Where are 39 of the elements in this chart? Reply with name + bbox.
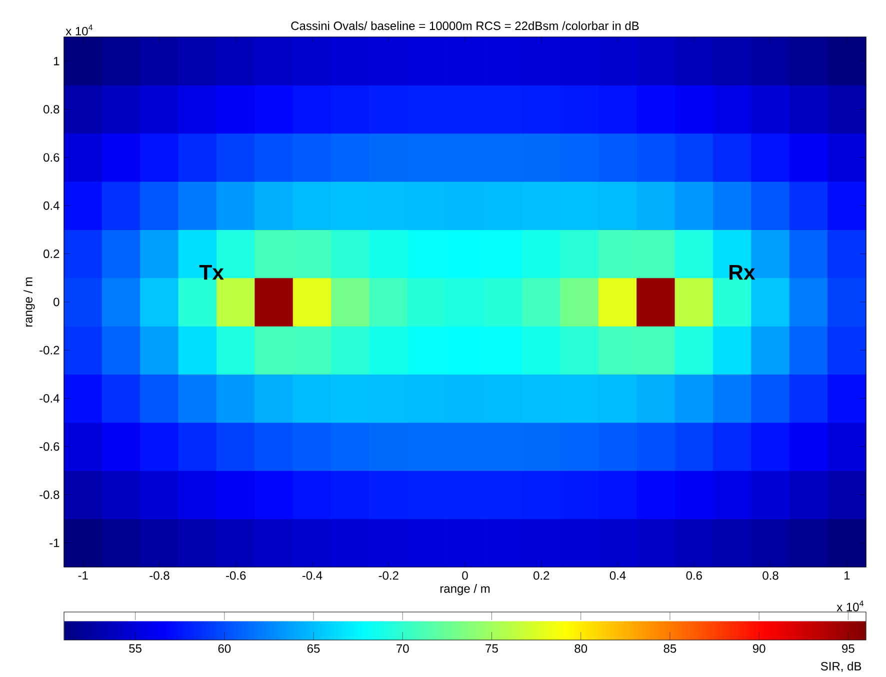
x-tick-label: -0.2 [378,571,398,580]
color-bar-label: 85 [664,644,676,653]
x-tick-label: -0.8 [150,571,170,580]
x-axis-title: range / m [440,584,490,596]
text: x 10$^{4}$ [66,24,93,36]
y-tick-label: 1 [54,56,60,66]
text: x 10$^{4}$ [836,600,864,612]
y-tick-label: 0.4 [44,201,60,210]
color-bar-label: 60 [218,644,231,653]
x-tick-label: 0.6 [686,571,702,580]
y-tick-label: -0.6 [40,442,60,451]
y-tick-label: -0.2 [40,346,60,354]
x-tick-label: 0.8 [762,571,778,580]
y-tick-label: 0.2 [44,250,60,258]
y-tick-label: 0.6 [44,153,60,162]
color-bar-label: 65 [307,644,320,653]
y-axis-title: range / m [24,277,35,327]
y-tick-label: -0.4 [40,394,60,403]
x-tick-label: 0.4 [610,571,626,580]
x-tick-label: -1 [78,571,88,580]
y-tick-label: -0.8 [40,490,60,499]
annotation: Rx [729,264,756,280]
color-bar-label: 95 [842,644,854,653]
x-tick-label: -0.4 [302,571,322,580]
color-bar-label: 70 [396,644,409,653]
x-tick-label: -0.6 [226,571,246,580]
y-tick-label: -1 [50,538,60,548]
chart-title: Cassini Ovals/ baseline = 10000m RCS = 22dBsm /colorbar in dB [291,21,639,30]
y-tick-label: 0 [54,298,60,306]
color-bar-label: 90 [752,644,766,653]
x-tick-label: 1 [844,571,850,580]
color-bar-label: 55 [129,644,142,653]
color-bar-title: SIR, dB [820,662,862,672]
y-tick-label: 0.8 [44,105,60,114]
color-bar-label: 80 [574,644,588,653]
annotation: Tx [199,264,224,280]
x-tick-label: 0 [462,571,468,580]
x-tick-label: 0.2 [534,571,550,580]
color-bar-label: 75 [486,644,498,653]
